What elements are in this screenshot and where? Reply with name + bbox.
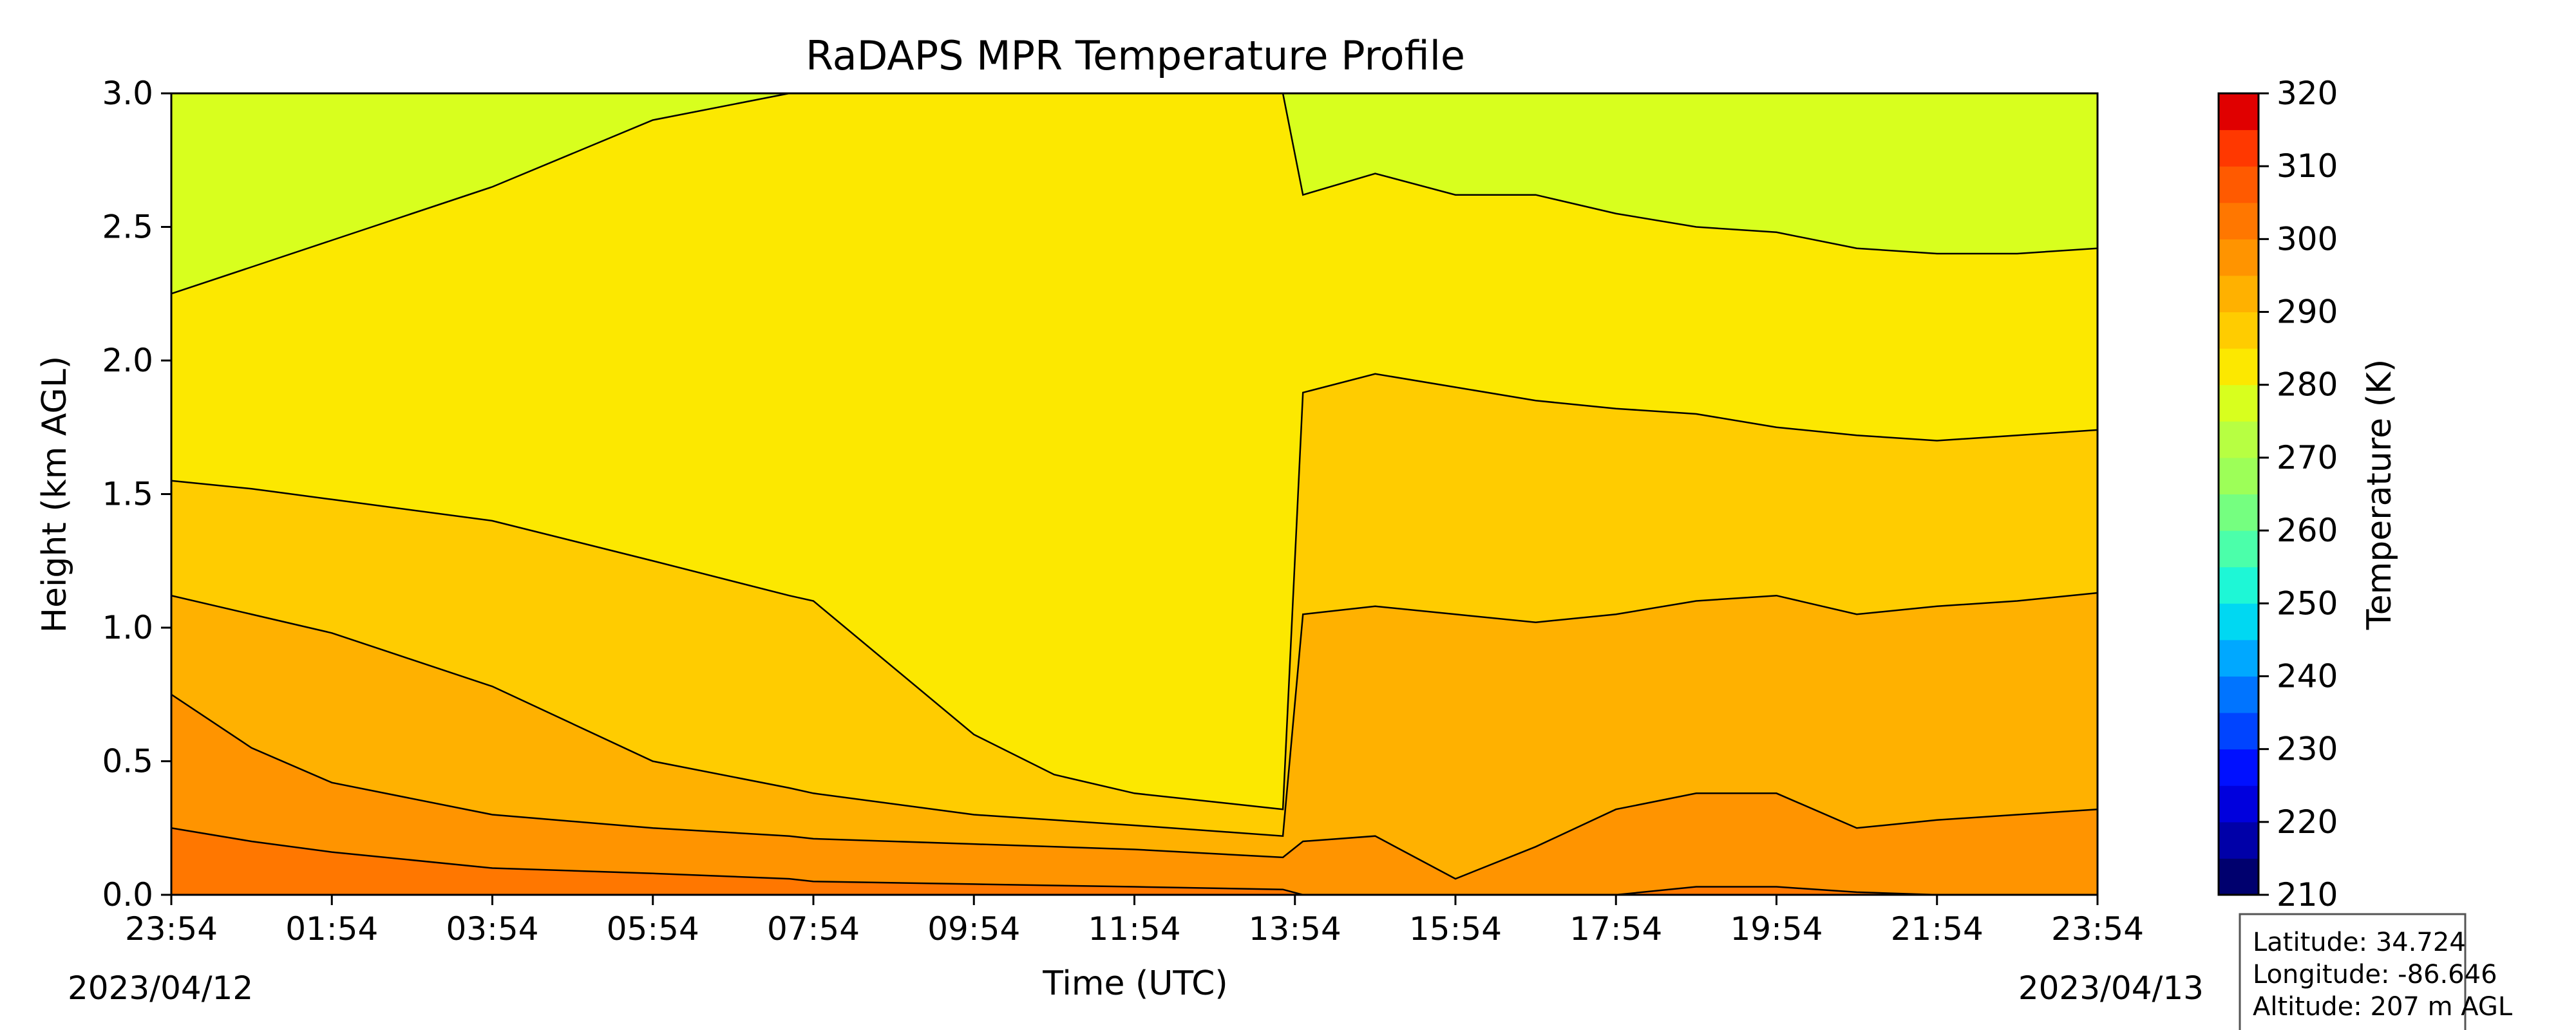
y-tick-label: 3.0 [102, 75, 153, 112]
plot-area [171, 93, 2098, 895]
y-tick-label: 0.5 [102, 743, 153, 780]
band-295-300 [171, 828, 2098, 895]
colorbar-segment [2219, 639, 2259, 677]
x-tick-label: 21:54 [1891, 910, 1984, 948]
colorbar-frame [2217, 92, 2260, 896]
y-axis: 0.0 0.5 1.0 1.5 2.0 2.5 3.0 [102, 75, 171, 913]
colorbar: 210 220 230 240 250 260 270 280 290 300 310 320 [2217, 75, 2338, 913]
latitude-text: Latitude: 34.724 [2253, 928, 2466, 957]
x-tick-label: 23:54 [125, 910, 218, 948]
colorbar-segment [2219, 348, 2259, 386]
x-tick-label: 03:54 [446, 910, 538, 948]
colorbar-segment [2219, 676, 2259, 713]
colorbar-segment [2219, 494, 2259, 531]
colorbar-tick-label: 240 [2277, 657, 2338, 695]
colorbar-segment [2219, 421, 2259, 458]
longitude-text: Longitude: -86.646 [2253, 960, 2497, 989]
end-date-label: 2023/04/13 [2018, 969, 2204, 1007]
colorbar-tick-label: 270 [2277, 439, 2338, 476]
x-tick-label: 19:54 [1730, 910, 1823, 948]
contour-line-275 [171, 93, 2098, 295]
colorbar-tick-label: 300 [2277, 220, 2338, 258]
colorbar-tick-label: 320 [2277, 75, 2338, 112]
start-date-label: 2023/04/12 [68, 969, 253, 1007]
x-tick-label: 15:54 [1409, 910, 1502, 948]
location-info-box: Latitude: 34.724 Longitude: -86.646 Alti… [2239, 913, 2513, 1030]
colorbar-tick-label: 210 [2277, 876, 2338, 913]
colorbar-segment [2219, 858, 2259, 895]
colorbar-segment [2219, 603, 2259, 641]
x-tick-label: 05:54 [607, 910, 699, 948]
colorbar-segment [2219, 566, 2259, 604]
colorbar-segment [2219, 713, 2259, 750]
y-tick-label: 0.0 [102, 876, 153, 913]
y-tick-label: 2.5 [102, 209, 153, 246]
x-tick-label: 01:54 [285, 910, 378, 948]
colorbar-segment [2219, 785, 2259, 823]
colorbar-tick-label: 230 [2277, 731, 2338, 768]
contour-line-285 [171, 592, 2098, 838]
x-tick-label: 17:54 [1569, 910, 1662, 948]
y-tick-label: 2.0 [102, 342, 153, 379]
colorbar-segment [2219, 166, 2259, 203]
x-axis-label: Time (UTC) [1042, 964, 1227, 1003]
colorbar-segment [2219, 749, 2259, 786]
colorbar-segment [2219, 457, 2259, 494]
colorbar-segment [2219, 202, 2259, 239]
colorbar-tick-label: 260 [2277, 512, 2338, 549]
colorbar-tick-label: 310 [2277, 147, 2338, 185]
colorbar-label: Temperature (K) [2360, 359, 2399, 631]
contour-line-290 [171, 693, 2098, 880]
x-tick-label: 07:54 [767, 910, 860, 948]
colorbar-tick-label: 290 [2277, 294, 2338, 331]
contour-line-280 [171, 373, 2098, 810]
colorbar-segment [2219, 384, 2259, 422]
colorbar-segment [2219, 275, 2259, 313]
contour-line-295 [171, 827, 2098, 895]
colorbar-segment [2219, 821, 2259, 859]
y-tick-label: 1.5 [102, 476, 153, 513]
y-tick-label: 1.0 [102, 609, 153, 646]
x-tick-label: 11:54 [1088, 910, 1180, 948]
colorbar-segment [2219, 530, 2259, 568]
colorbar-tick-label: 220 [2277, 803, 2338, 841]
colorbar-segment [2219, 312, 2259, 349]
colorbar-segment [2219, 239, 2259, 276]
x-tick-label: 13:54 [1249, 910, 1341, 948]
chart-title: RaDAPS MPR Temperature Profile [806, 32, 1465, 79]
colorbar-segment [2219, 93, 2259, 131]
y-axis-label: Height (km AGL) [35, 356, 74, 633]
altitude-text: Altitude: 207 m AGL [2253, 992, 2513, 1022]
band-290-295 [171, 694, 2098, 895]
x-tick-label: 09:54 [927, 910, 1020, 948]
colorbar-tick-label: 280 [2277, 366, 2338, 404]
x-axis: 23:54 01:54 03:54 05:54 07:54 09:54 11:54 13:54… [125, 895, 2144, 948]
x-tick-label: 23:54 [2051, 910, 2144, 948]
colorbar-tick-label: 250 [2277, 585, 2338, 622]
colorbar-segment [2219, 129, 2259, 167]
